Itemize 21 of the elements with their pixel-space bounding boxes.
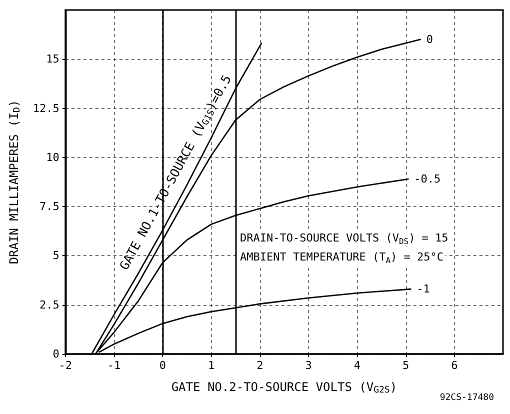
x-tick-label: 4 xyxy=(354,359,361,372)
x-tick-label: 3 xyxy=(305,359,312,372)
y-tick-label: 12.5 xyxy=(32,102,60,115)
y-tick-label: 5 xyxy=(52,249,60,262)
x-tick-label: 1 xyxy=(208,359,215,372)
y-tick-label: 10 xyxy=(46,150,60,164)
y-axis-title: DRAIN MILLIAMPERES (ID) xyxy=(7,100,22,264)
series-label: -1 xyxy=(416,282,430,296)
series-label: 0 xyxy=(426,32,433,46)
y-tick-label: 2.5 xyxy=(40,298,60,312)
x-tick-label: 2 xyxy=(256,359,264,372)
y-tick-label: 0 xyxy=(52,348,60,360)
y-tick-label: 15 xyxy=(46,52,60,66)
y-tick-label: 7.5 xyxy=(40,200,60,214)
x-tick-label: 5 xyxy=(402,359,410,372)
text: 92CS-17480 xyxy=(440,393,494,403)
x-tick-label: 0 xyxy=(159,359,166,372)
x-tick-label: -2 xyxy=(58,359,72,372)
x-tick-label: -1 xyxy=(107,359,121,372)
series-label: -0.5 xyxy=(414,172,441,186)
x-tick-label: 6 xyxy=(451,359,458,372)
